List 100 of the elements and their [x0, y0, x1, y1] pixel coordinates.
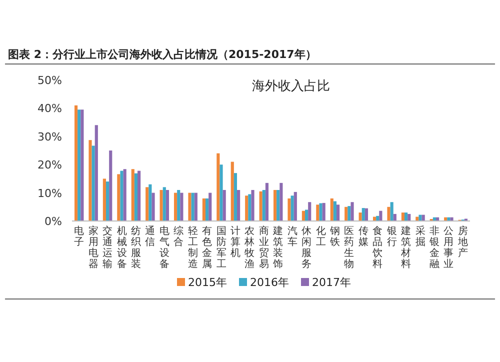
bar — [404, 212, 408, 221]
bar — [308, 202, 312, 221]
x-tick-label: 交通运输 — [102, 225, 113, 270]
bar — [146, 187, 149, 221]
bar — [148, 184, 152, 221]
x-tick-label: 国防军工 — [216, 226, 226, 270]
bar — [78, 110, 81, 221]
bar — [393, 214, 396, 221]
x-tick-label: 计算机 — [230, 225, 240, 259]
x-tick-label: 房地产 — [456, 225, 468, 259]
x-tick-label: 电气设备 — [159, 225, 170, 270]
x-tick-label: 钢铁 — [328, 226, 340, 248]
bar — [191, 192, 194, 221]
bar — [390, 202, 394, 221]
bar — [333, 201, 337, 221]
x-tick-label: 建筑材料 — [400, 225, 412, 270]
legend-label: 2017年 — [312, 276, 351, 289]
x-tick-label: 传媒 — [358, 226, 368, 248]
bar — [450, 217, 454, 221]
bar — [302, 210, 305, 221]
legend-label: 2015年 — [188, 276, 227, 289]
bar — [408, 214, 411, 221]
bar — [418, 214, 422, 221]
x-tick-label: 非银金融 — [428, 225, 440, 270]
bar — [134, 173, 138, 221]
bar — [162, 187, 166, 221]
bar — [344, 206, 348, 221]
bar — [216, 153, 220, 221]
bar — [109, 150, 112, 221]
bar — [120, 170, 124, 221]
bar — [387, 206, 390, 221]
bar — [273, 190, 277, 221]
x-tick-label: 食品饮料 — [372, 225, 383, 270]
bar — [94, 125, 98, 221]
y-tick-label: 30% — [38, 130, 62, 144]
bar — [330, 198, 334, 221]
bar — [245, 196, 248, 221]
bar — [350, 202, 354, 221]
chart-title: 图表 2：分行业上市公司海外收入占比情况（2015-2017年） — [8, 48, 316, 61]
bar — [251, 190, 254, 221]
bar — [362, 208, 365, 221]
x-tick-label: 商业贸易 — [258, 225, 269, 270]
bar — [177, 190, 180, 221]
bar — [160, 190, 163, 221]
bar — [222, 190, 226, 221]
bar — [117, 174, 120, 221]
bar — [316, 204, 320, 221]
bar — [290, 196, 294, 221]
bar — [294, 192, 297, 221]
x-tick-label: 机械设备 — [116, 225, 127, 270]
x-tick-label: 纺织服装 — [130, 225, 141, 270]
bar — [180, 192, 184, 221]
bar — [358, 212, 362, 221]
x-tick-label: 化工 — [316, 225, 326, 248]
bar — [74, 105, 78, 221]
bar — [259, 191, 262, 221]
bar — [152, 192, 155, 221]
bar — [322, 202, 326, 221]
bar — [230, 162, 234, 221]
bar — [106, 182, 110, 221]
x-tick-label: 银行 — [386, 226, 397, 248]
x-tick-label: 轻工制造 — [188, 225, 198, 270]
bar — [379, 210, 382, 221]
bar — [319, 203, 322, 221]
bar — [80, 110, 84, 221]
y-tick-label: 50% — [38, 74, 62, 87]
x-tick-label: 通信 — [145, 225, 156, 248]
bar — [88, 140, 92, 221]
y-tick-label: 20% — [38, 158, 62, 172]
x-tick-label: 采掘 — [415, 225, 426, 248]
bar — [174, 192, 178, 221]
bar — [304, 210, 308, 221]
x-tick-label: 建筑装饰 — [272, 225, 284, 270]
x-tick-label: 休闲服务 — [302, 226, 312, 270]
x-tick-label: 汽车 — [287, 225, 298, 248]
bar — [205, 198, 209, 221]
legend-label: 2016年 — [250, 276, 289, 289]
bar — [208, 192, 212, 221]
bar — [336, 204, 340, 221]
chart-subtitle: 海外收入占比 — [252, 79, 330, 94]
bar — [202, 198, 206, 221]
x-tick-label: 家用电器 — [88, 225, 98, 270]
x-tick-label: 有色金属 — [202, 225, 212, 270]
x-tick-label: 综合 — [174, 225, 184, 248]
bar — [364, 208, 368, 221]
x-tick-label: 电子 — [74, 225, 84, 248]
bar — [262, 190, 266, 221]
bar — [265, 182, 269, 221]
bar — [92, 146, 95, 221]
bar — [194, 192, 198, 221]
y-tick-label: 0% — [44, 215, 62, 228]
x-tick-label: 农林牧渔 — [244, 226, 255, 270]
bar — [248, 194, 252, 221]
y-tick-label: 40% — [38, 102, 62, 116]
bar — [166, 190, 170, 221]
bar — [288, 198, 291, 221]
bar — [123, 169, 126, 221]
bar — [234, 173, 238, 221]
bar — [348, 206, 351, 221]
bar — [401, 212, 404, 221]
